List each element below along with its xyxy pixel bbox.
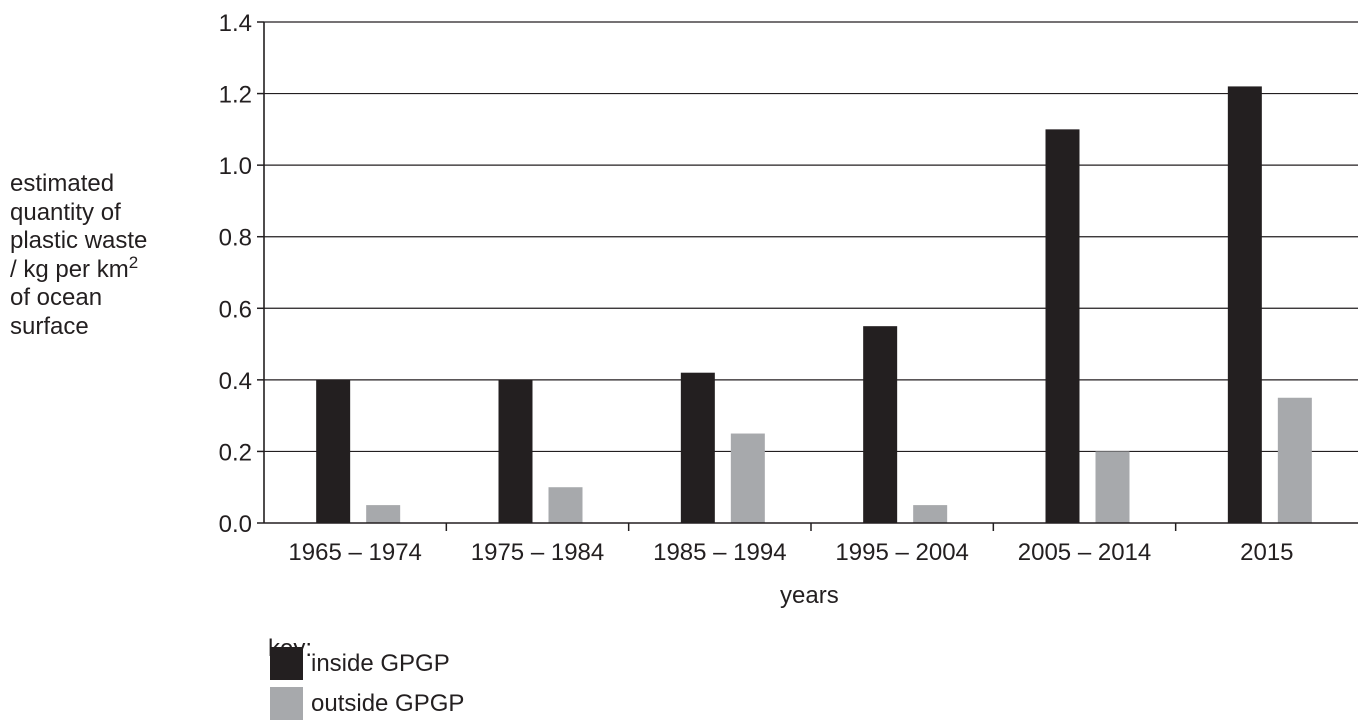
y-axis-label: estimated quantity of plastic waste / kg… — [10, 170, 210, 341]
x-tick-label: 1995 – 2004 — [835, 539, 968, 566]
legend-label-inside: inside GPGP — [311, 649, 450, 677]
bar-inside-4 — [1045, 129, 1080, 523]
y-tick-label: 0.6 — [219, 296, 252, 323]
x-tick-label: 2005 – 2014 — [1018, 539, 1151, 566]
bar-outside-2 — [730, 433, 765, 523]
x-tick-label: 1985 – 1994 — [653, 539, 786, 566]
x-tick-label: 2015 — [1240, 539, 1293, 566]
x-tick-label: 1975 – 1984 — [471, 539, 604, 566]
bars — [316, 86, 1312, 524]
bar-outside-5 — [1277, 397, 1312, 523]
bar-outside-3 — [913, 505, 948, 523]
bar-outside-1 — [548, 487, 583, 523]
y-axis-label-line: of ocean — [10, 284, 103, 311]
bar-inside-1 — [498, 379, 533, 523]
x-tick-label: 1965 – 1974 — [288, 539, 421, 566]
y-axis-label-unit: / kg per km — [10, 255, 129, 283]
y-axis-label-line: / kg per km2 — [10, 252, 210, 285]
bar-inside-2 — [680, 372, 715, 523]
y-tick-label: 1.2 — [219, 82, 252, 109]
y-tick-label: 0.4 — [219, 368, 252, 395]
y-tick-label: 0.2 — [219, 439, 252, 466]
y-tick-label: 1.4 — [219, 10, 252, 37]
y-axis-label-line: estimated — [10, 170, 115, 197]
bar-inside-0 — [316, 379, 351, 523]
axes — [263, 22, 1358, 524]
y-axis-ticks: 0.0 0.2 0.4 0.6 0.8 1.0 1.2 1.4 — [219, 10, 264, 538]
y-tick-label: 0.8 — [219, 225, 252, 252]
bar-inside-3 — [863, 326, 898, 523]
legend-swatch-outside — [270, 687, 303, 720]
bar-inside-5 — [1227, 86, 1262, 524]
y-axis-label-superscript: 2 — [128, 252, 139, 272]
gridlines — [264, 21, 1358, 453]
y-tick-label: 1.0 — [219, 153, 252, 180]
legend-item-outside: outside GPGP — [270, 687, 464, 720]
y-axis-label-line: quantity of — [10, 198, 121, 226]
legend-label-outside: outside GPGP — [311, 689, 465, 717]
legend-swatch-inside — [270, 647, 303, 680]
y-axis-label-line: plastic waste — [10, 227, 148, 254]
bar-outside-0 — [366, 505, 401, 523]
x-axis-label: years — [780, 582, 839, 609]
legend-item-inside: inside GPGP — [270, 647, 450, 680]
x-axis-ticks: 1965 – 1974 1975 – 1984 1985 – 1994 1995 – … — [288, 523, 1294, 566]
y-axis-label-line: surface — [10, 312, 89, 340]
y-tick-label: 0.0 — [219, 511, 252, 538]
bar-outside-4 — [1095, 451, 1130, 523]
